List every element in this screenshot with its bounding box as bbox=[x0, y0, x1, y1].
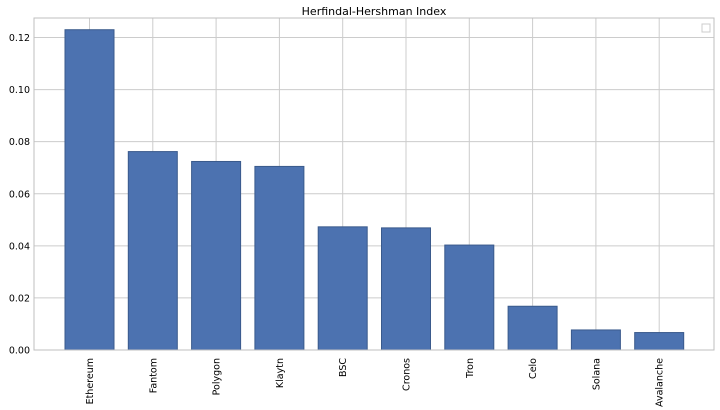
x-tick-label: Klaytn bbox=[275, 358, 286, 388]
plot-frame bbox=[33, 17, 715, 351]
x-tick-label: Fantom bbox=[148, 358, 159, 393]
x-tick-label: Tron bbox=[465, 358, 476, 379]
bar-klaytn bbox=[254, 165, 305, 351]
bar-bsc bbox=[317, 226, 368, 351]
bar-polygon bbox=[191, 160, 242, 351]
y-tick-label: 0.04 bbox=[9, 241, 30, 252]
y-tick-label: 0.12 bbox=[9, 33, 30, 44]
x-axis-ticks: Ethereum Fantom Polygon Klaytn BSC Cronos Tron… bbox=[85, 358, 666, 407]
y-tick-label: 0.10 bbox=[9, 85, 30, 96]
bar-solana bbox=[570, 329, 621, 351]
x-tick-label: BSC bbox=[338, 358, 349, 377]
y-tick-label: 0.02 bbox=[9, 293, 30, 304]
x-tick-label: Avalanche bbox=[655, 358, 666, 407]
bar-tron bbox=[444, 244, 495, 351]
bar-fantom bbox=[127, 151, 178, 351]
x-tick-label: Solana bbox=[591, 358, 602, 390]
chart-title: Herfindal-Hershman Index bbox=[302, 5, 447, 18]
bar-ethereum bbox=[64, 29, 115, 351]
legend-box bbox=[701, 23, 711, 33]
bar-cronos bbox=[381, 227, 431, 351]
y-tick-label: 0.00 bbox=[9, 346, 30, 357]
bar-avalanche bbox=[634, 332, 685, 351]
x-tick-label: Cronos bbox=[402, 358, 413, 391]
x-tick-label: Polygon bbox=[212, 358, 223, 395]
y-tick-label: 0.08 bbox=[9, 137, 30, 148]
y-axis-ticks: 0.00 0.02 0.04 0.06 0.08 0.10 0.12 bbox=[9, 33, 30, 356]
bars bbox=[64, 29, 685, 351]
x-tick-label: Ethereum bbox=[85, 358, 96, 404]
y-tick-label: 0.06 bbox=[9, 189, 30, 200]
x-tick-label: Celo bbox=[528, 358, 539, 379]
bar-celo bbox=[507, 305, 558, 351]
